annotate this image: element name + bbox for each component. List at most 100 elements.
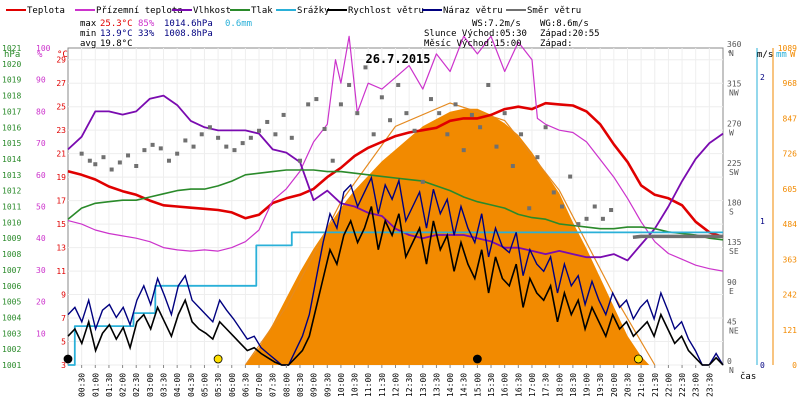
legend-label-vlhkost: Vlhkost: [193, 6, 231, 16]
wind-direction-point: [453, 102, 458, 107]
wind-gust-line: [67, 175, 724, 366]
wind-direction-point: [150, 142, 155, 147]
event-marker: [63, 354, 73, 364]
time-tick-label: 19:30: [596, 373, 605, 397]
info-mesic: Měsíc Východ:15:00: [424, 39, 522, 49]
wind-direction-point: [232, 148, 237, 153]
time-tick-label: 12:00: [392, 373, 401, 397]
time-tick-label: 00:30: [78, 373, 87, 397]
legend-swatch-rychlost-vetru: [327, 9, 347, 11]
wind-direction-point: [404, 111, 409, 116]
wind-direction-point: [158, 146, 163, 151]
ms-tick-label: 2: [760, 73, 765, 82]
time-tick-label: 06:30: [241, 373, 250, 397]
degc-unit-label: °C: [57, 50, 68, 60]
wind-direction-point: [543, 125, 548, 130]
series-line-3: [67, 169, 724, 241]
ms-unit-label: m/s: [757, 50, 773, 60]
stats-min-label: min: [80, 29, 96, 39]
legend-swatch-tlak: [230, 9, 250, 11]
wind-direction-point: [338, 102, 343, 107]
wind-direction-point: [469, 112, 474, 117]
pct-tick-label: 100: [36, 44, 51, 53]
dir-compass-label: N: [729, 49, 734, 58]
hpa-unit-label: hPa: [4, 50, 20, 60]
wind-direction-point: [199, 132, 204, 137]
series-line-4: [68, 231, 723, 366]
c-tick-label: 11: [56, 267, 66, 276]
time-tick-label: 22:30: [678, 373, 687, 397]
w-tick-label: 726: [783, 150, 798, 159]
dir-tick-label: 360: [727, 40, 742, 49]
wind-direction-point: [183, 138, 188, 143]
pct-tick-label: 90: [36, 76, 46, 85]
wind-direction-point: [559, 204, 564, 209]
dir-tick-label: 135: [727, 238, 742, 247]
wind-direction-points: [79, 65, 614, 227]
wind-direction-point: [79, 151, 84, 156]
time-tick-label: 23:00: [692, 373, 701, 397]
series-line-1: [67, 35, 724, 272]
dir-compass-label: N: [729, 366, 734, 375]
c-tick-label: 27: [56, 79, 66, 88]
wind-direction-point: [306, 102, 311, 107]
chart-title: 26.7.2015: [365, 52, 430, 66]
wind-direction-point: [224, 144, 229, 149]
wind-direction-point: [478, 125, 483, 130]
time-tick-label: 20:00: [610, 373, 619, 397]
event-marker: [633, 354, 643, 364]
legend-label-smer-vetru: Směr větru: [527, 6, 581, 16]
c-tick-label: 7: [61, 314, 66, 323]
time-tick-label: 17:30: [542, 373, 551, 397]
dir-tick-label: 225: [727, 159, 742, 168]
wind-direction-point: [363, 65, 368, 70]
pct-tick-label: 10: [36, 329, 46, 338]
wind-direction-point: [142, 148, 147, 153]
time-tick-label: 22:00: [664, 373, 673, 397]
time-tick-label: 16:30: [514, 373, 523, 397]
dir-tick-label: 45: [727, 317, 737, 326]
time-tick-label: 07:30: [269, 373, 278, 397]
wind-direction-point: [93, 162, 98, 167]
time-tick-label: 23:30: [705, 373, 714, 397]
time-tick-label: 08:30: [296, 373, 305, 397]
w-tick-label: 605: [783, 185, 798, 194]
c-tick-label: 21: [56, 150, 66, 159]
hpa-tick-label: 1001: [2, 361, 21, 370]
series-lines: [67, 35, 724, 366]
dir-compass-label: SW: [729, 168, 739, 177]
wind-direction-point: [371, 132, 376, 137]
c-tick-label: 15: [56, 220, 66, 229]
wind-direction-point: [576, 222, 581, 227]
legend-label-prizemni-teplota: Přízemní teplota: [96, 6, 183, 16]
legend: Teplota Přízemní teplota Vlhkost Tlak Sr…: [6, 6, 581, 16]
pct-tick-label: 50: [36, 203, 46, 212]
pct-tick-label: 20: [36, 298, 46, 307]
time-tick-label: 15:00: [473, 373, 482, 397]
time-tick-label: 09:00: [310, 373, 319, 397]
w-tick-label: 121: [783, 326, 798, 335]
pct-tick-label: 30: [36, 266, 46, 275]
wind-direction-point: [445, 132, 450, 137]
hpa-tick-label: 1020: [2, 60, 21, 69]
hpa-tick-label: 1013: [2, 171, 21, 180]
wind-speed-line: [67, 206, 724, 366]
pct-tick-label: 70: [36, 139, 46, 148]
stats-avg-temp: 19.8°C: [100, 39, 133, 49]
dir-compass-label: S: [729, 208, 734, 217]
wind-direction-point: [379, 95, 384, 100]
time-tick-label: 03:30: [160, 373, 169, 397]
hpa-tick-label: 1007: [2, 266, 21, 275]
event-marker: [213, 354, 223, 364]
time-tick-label: 01:30: [105, 373, 114, 397]
hpa-tick-label: 1016: [2, 123, 21, 132]
time-tick-label: 06:00: [228, 373, 237, 397]
stats-min-press: 1008.8hPa: [164, 29, 213, 39]
c-tick-label: 9: [61, 291, 66, 300]
hpa-tick-label: 1002: [2, 345, 21, 354]
hpa-tick-label: 1014: [2, 155, 21, 164]
wind-direction-point: [126, 153, 131, 158]
hpa-tick-label: 1021: [2, 44, 21, 53]
dir-compass-label: W: [729, 128, 734, 137]
